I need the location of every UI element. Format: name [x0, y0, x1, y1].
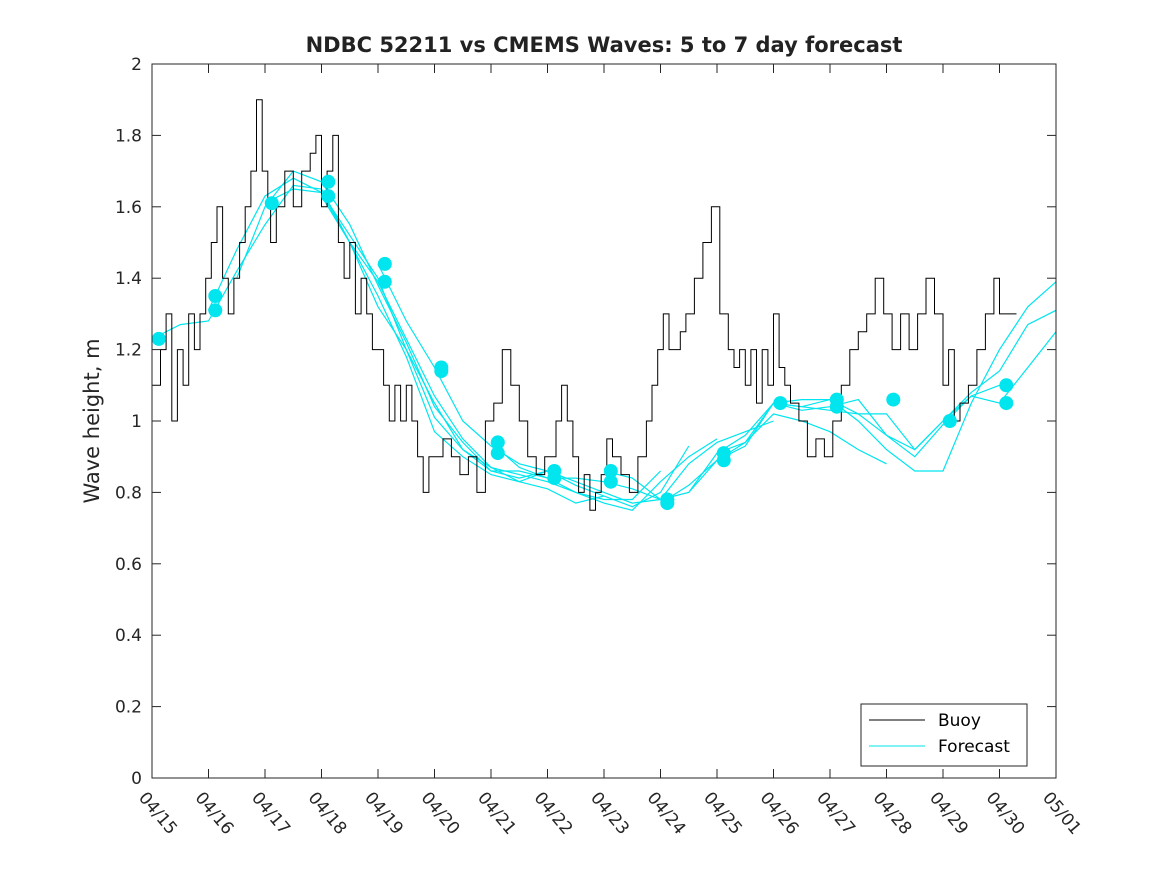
y-tick-label: 1.6 [115, 198, 142, 218]
forecast-line-5 [320, 195, 718, 511]
forecast-marker-4 [264, 196, 279, 211]
forecast-marker-26 [999, 378, 1014, 393]
forecast-marker-15 [603, 464, 618, 478]
y-tick-label: 0.2 [115, 698, 142, 718]
forecast-marker-6 [321, 189, 336, 204]
forecast-marker-5 [321, 174, 336, 189]
buoy-line [152, 99, 1017, 511]
forecast-marker-7 [377, 256, 392, 271]
forecast-marker-24 [886, 392, 901, 407]
forecast-marker-21 [773, 396, 788, 411]
forecast-marker-27 [999, 396, 1014, 411]
y-tick-label: 1.4 [115, 269, 142, 289]
forecast-marker-14 [547, 471, 562, 486]
legend-box [860, 703, 1028, 767]
forecast-marker-11 [490, 435, 505, 450]
forecast-line-2 [207, 177, 605, 504]
forecast-marker-2 [208, 289, 223, 303]
forecast-marker-23 [829, 399, 844, 414]
y-tick-label: 0 [131, 769, 142, 789]
forecast-marker-8 [377, 274, 392, 289]
y-tick-label: 0.4 [115, 626, 142, 646]
chart-title: NDBC 52211 vs CMEMS Waves: 5 to 7 day fo… [306, 33, 903, 57]
y-tick-label: 0.6 [115, 555, 142, 575]
legend: Buoy Forecast [860, 703, 1028, 767]
y-tick-label: 1.2 [115, 341, 142, 361]
forecast-marker-20 [716, 453, 731, 468]
forecast-marker-25 [942, 414, 957, 428]
y-tick-label: 1.8 [115, 126, 142, 146]
series-layer [151, 99, 1057, 511]
legend-label-buoy: Buoy [938, 711, 981, 731]
forecast-marker-3 [208, 303, 223, 318]
y-tick-label: 0.8 [115, 483, 142, 503]
forecast-marker-16 [603, 474, 618, 489]
y-tick-label: 2 [131, 55, 142, 75]
forecast-marker-10 [434, 364, 449, 378]
forecast-marker-12 [490, 446, 505, 461]
forecast-line-6 [377, 263, 774, 504]
forecast-marker-18 [660, 496, 675, 511]
y-axis-label: Wave height, m [80, 338, 104, 503]
forecast-marker-1 [151, 331, 166, 346]
y-tick-label: 1 [131, 412, 142, 432]
legend-label-forecast: Forecast [938, 737, 1010, 757]
